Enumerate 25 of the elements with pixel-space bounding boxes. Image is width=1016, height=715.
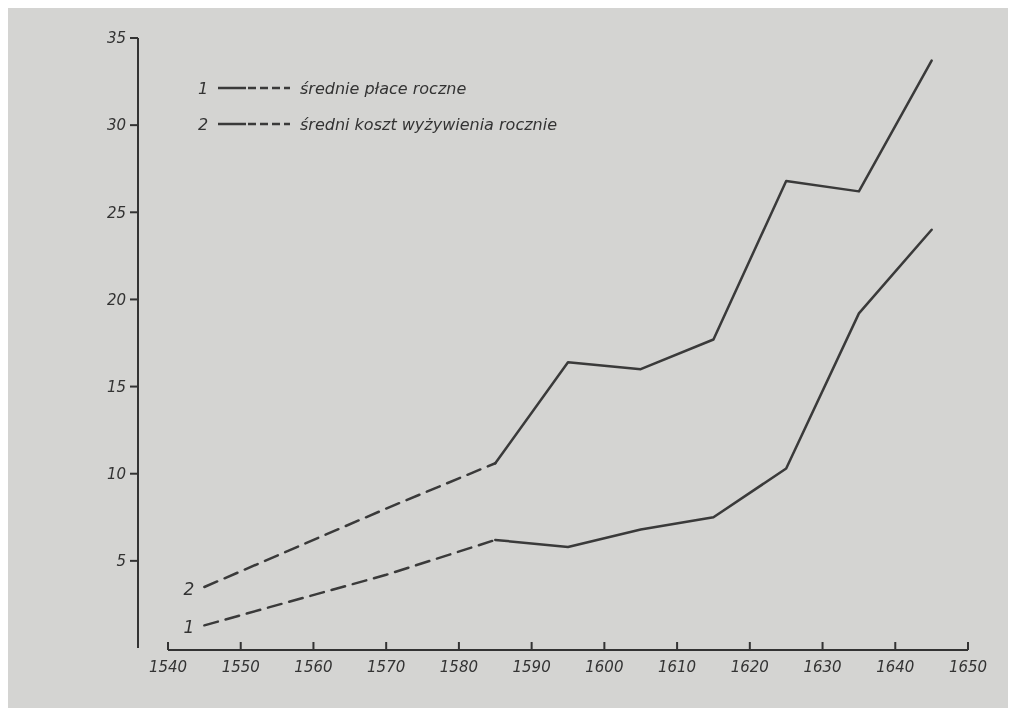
x-tick-label: 1570 — [367, 658, 406, 676]
text: 2 — [198, 114, 209, 134]
x-tick-label: 1610 — [658, 658, 697, 676]
x-tick-label: 1650 — [948, 658, 988, 676]
x-tick-label: 1600 — [585, 658, 624, 676]
annotation: 1 — [183, 616, 195, 637]
x-tick-label: 1580 — [439, 658, 478, 676]
annotation: 2 — [183, 578, 195, 599]
x-tick-label: 1550 — [221, 658, 260, 676]
x-tick-label: 1560 — [294, 658, 333, 676]
x-tick-label: 1630 — [803, 658, 842, 676]
y-tick-label: 15 — [106, 377, 126, 396]
x-tick-label: 1590 — [512, 658, 551, 676]
y-tick-label: 25 — [106, 203, 126, 222]
legend-label: średni koszt wyżywienia rocznie — [300, 114, 558, 134]
x-tick-label: 1640 — [876, 658, 915, 676]
legend-label: średnie płace roczne — [300, 78, 467, 98]
x-tick-label: 1540 — [148, 658, 188, 676]
y-tick-label: 10 — [106, 464, 126, 483]
y-tick-label: 5 — [116, 552, 126, 571]
y-tick-label: 20 — [106, 290, 126, 309]
x-tick-label: 1620 — [730, 658, 769, 676]
y-tick-label: 30 — [106, 116, 126, 135]
y-tick-label: 35 — [106, 29, 126, 48]
text: 1 — [198, 78, 209, 98]
